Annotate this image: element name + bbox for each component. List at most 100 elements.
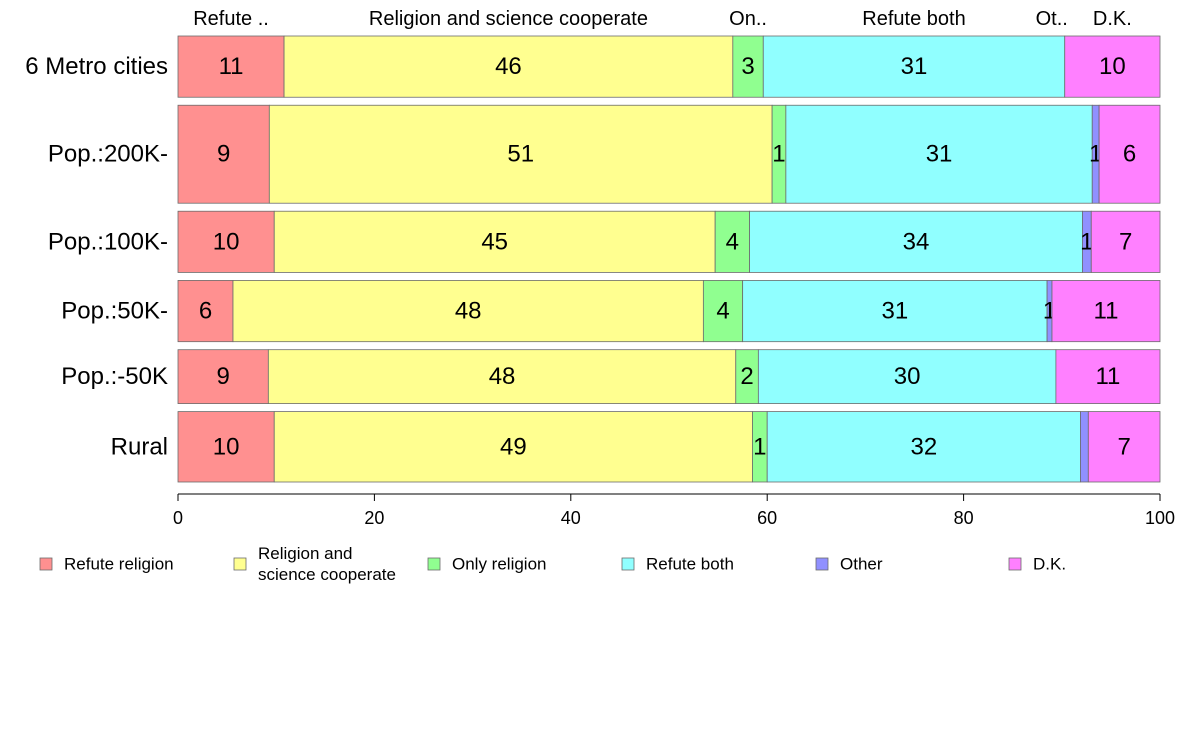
bar-segment-d-k [1051, 280, 1161, 343]
data-label: 1 [753, 433, 766, 460]
data-label: 9 [216, 363, 229, 390]
data-label: 3 [741, 53, 754, 80]
legend-item-religion-and-science-cooperate: Religion and science cooperate [233, 544, 396, 584]
legend-swatch [621, 557, 635, 571]
bar-row-pop-50k: Pop.:50K- 6 48 4 31 1 11 [61, 280, 1161, 343]
bar-segment-religion-and-science-cooperate [232, 280, 704, 343]
data-label: 48 [455, 298, 482, 325]
bar-row-pop-50k: Pop.:-50K 9 48 2 30 11 [61, 349, 1161, 404]
legend-item-d-k: D.K. [1008, 555, 1066, 574]
bar-segment-refute-religion [177, 280, 234, 343]
legend-label: Religion and [258, 544, 353, 563]
x-tick-label: 0 [173, 508, 183, 528]
legend-label: D.K. [1033, 555, 1066, 574]
bar-segment-refute-both [749, 210, 1083, 273]
legend-item-only-religion: Only religion [427, 555, 547, 574]
bar-row-rural: Rural 10 49 1 32 7 [111, 411, 1161, 483]
bar-segment-d-k [1090, 210, 1161, 273]
data-label: 11 [1095, 363, 1120, 390]
bar-segment-other [1080, 411, 1089, 483]
bar-segment-refute-religion [177, 349, 269, 404]
x-tick-label: 100 [1145, 508, 1175, 528]
data-label: 10 [213, 228, 240, 255]
bar-row-pop-200k: Pop.:200K- 9 51 1 31 1 6 [48, 104, 1161, 204]
x-axis: 0 20 40 60 80 100 [173, 493, 1175, 528]
bar-row-pop-100k: Pop.:100K- 10 45 4 34 1 7 [48, 210, 1161, 273]
legend-swatch [39, 557, 53, 571]
data-label: 10 [213, 433, 240, 460]
data-label: 9 [217, 141, 230, 168]
data-label: 48 [489, 363, 516, 390]
x-tick-label: 40 [561, 508, 581, 528]
bar-segment-religion-and-science-cooperate [268, 104, 773, 204]
segment-header-refute-both: Refute both [862, 8, 965, 30]
data-label: 31 [926, 141, 953, 168]
data-label: 51 [507, 141, 534, 168]
row-label: Pop.:200K- [48, 141, 168, 168]
bar-segment-religion-and-science-cooperate [283, 35, 734, 98]
data-label: 49 [500, 433, 527, 460]
bar-segment-only-religion [732, 35, 764, 98]
segment-header-religion-and-science-cooperate: Religion and science cooperate [369, 8, 648, 30]
data-label: 31 [882, 298, 909, 325]
data-label: 32 [910, 433, 937, 460]
legend-label: Refute religion [64, 555, 174, 574]
x-tick-label: 20 [364, 508, 384, 528]
row-label: Rural [111, 433, 168, 460]
bar-segment-religion-and-science-cooperate [273, 210, 716, 273]
segment-header-refute-religion: Refute .. [193, 8, 269, 30]
data-label: 46 [495, 53, 522, 80]
bar-segment-refute-both [785, 104, 1093, 204]
bar-segment-d-k [1055, 349, 1161, 404]
legend-item-refute-religion: Refute religion [39, 555, 174, 574]
data-label: 1 [772, 141, 785, 168]
legend-swatch [233, 557, 247, 571]
bar-segment-refute-both [757, 349, 1057, 404]
legend-item-refute-both: Refute both [621, 555, 734, 574]
legend-item-other: Other [815, 555, 883, 574]
x-tick-label: 80 [954, 508, 974, 528]
data-label: 4 [716, 298, 729, 325]
data-label: 7 [1119, 228, 1132, 255]
data-label: 6 [1123, 141, 1136, 168]
bar-segment-refute-both [762, 35, 1066, 98]
bar-segment-refute-religion [177, 35, 285, 98]
bar-segment-refute-religion [177, 104, 270, 204]
data-label: 30 [894, 363, 921, 390]
data-label: 7 [1117, 433, 1130, 460]
legend-swatch [427, 557, 441, 571]
segment-headers: Refute .. Religion and science cooperate O… [193, 8, 1132, 30]
bar-segment-d-k [1064, 35, 1161, 98]
segment-header-only-religion: On.. [729, 8, 767, 30]
bar-segment-refute-religion [177, 210, 275, 273]
data-label: 45 [481, 228, 508, 255]
data-label: 11 [219, 53, 244, 80]
data-label: 10 [1099, 53, 1126, 80]
data-label: 1 [1080, 228, 1093, 255]
bar-segment-refute-both [766, 411, 1081, 483]
row-label: Pop.:100K- [48, 228, 168, 255]
data-label: 6 [199, 298, 212, 325]
legend-label: Only religion [452, 555, 547, 574]
row-label: Pop.:-50K [61, 363, 168, 390]
bar-segment-d-k [1098, 104, 1161, 204]
bar-segment-only-religion [702, 280, 744, 343]
data-label: 34 [903, 228, 930, 255]
bar-segment-d-k [1087, 411, 1161, 483]
segment-header-other: Ot.. [1036, 8, 1068, 30]
data-label: 2 [740, 363, 753, 390]
legend-swatch [815, 557, 829, 571]
data-label: 11 [1094, 298, 1119, 325]
legend: Refute religion Religion and science coope… [39, 544, 1066, 584]
legend-label: Refute both [646, 555, 734, 574]
data-label: 31 [901, 53, 928, 80]
row-label: Pop.:50K- [61, 298, 168, 325]
legend-label: science cooperate [258, 565, 396, 584]
data-label: 4 [726, 228, 739, 255]
bar-segment-refute-both [742, 280, 1048, 343]
legend-label: Other [840, 555, 883, 574]
x-tick-label: 60 [757, 508, 777, 528]
legend-swatch [1008, 557, 1022, 571]
